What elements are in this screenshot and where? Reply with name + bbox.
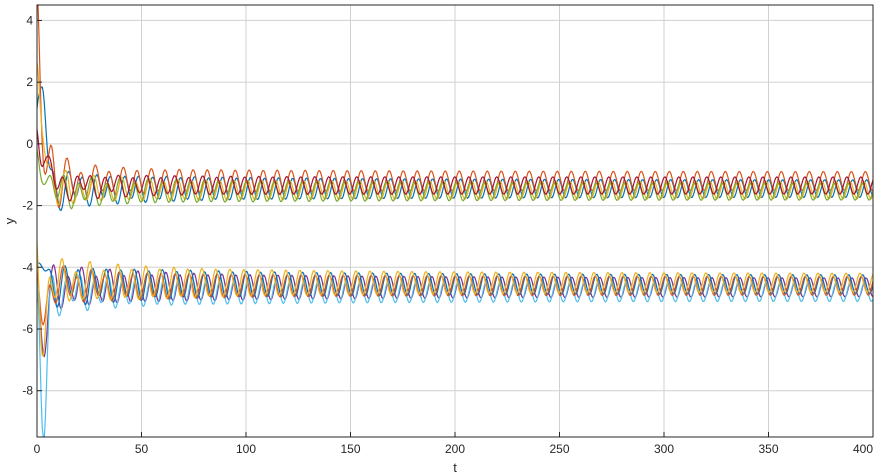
series-lines	[36, 4, 874, 438]
x-axis-label: t	[453, 460, 457, 475]
y-axis-label: y	[2, 217, 17, 224]
y-tick-label: -6	[22, 322, 33, 336]
x-tick-label: 200	[445, 442, 465, 456]
y-tick-label: -2	[22, 199, 33, 213]
x-tick-label: 250	[549, 442, 569, 456]
series-line-5	[36, 129, 874, 202]
series-line-7	[36, 274, 874, 438]
series-line-10	[36, 241, 874, 357]
y-tick-label: 4	[26, 13, 33, 27]
y-tick-label: -4	[22, 260, 33, 274]
x-tick-label: 0	[34, 442, 41, 456]
x-tick-label: 100	[236, 442, 256, 456]
y-tick-label: -8	[22, 384, 33, 398]
series-line-3	[36, 62, 874, 206]
series-line-1	[36, 86, 874, 212]
x-tick-label: 350	[758, 442, 778, 456]
x-tick-label: 150	[340, 442, 360, 456]
x-tick-label: 400	[853, 442, 873, 456]
x-axis-ticks: 0 50 100 150 200 250 300 350 400	[34, 432, 874, 456]
x-tick-label: 50	[135, 442, 149, 456]
x-tick-label: 300	[654, 442, 674, 456]
y-axis-ticks: -8 -6 -4 -2 0 2 4	[22, 13, 42, 398]
y-tick-label: 2	[26, 75, 33, 89]
y-tick-label: 0	[26, 137, 33, 151]
